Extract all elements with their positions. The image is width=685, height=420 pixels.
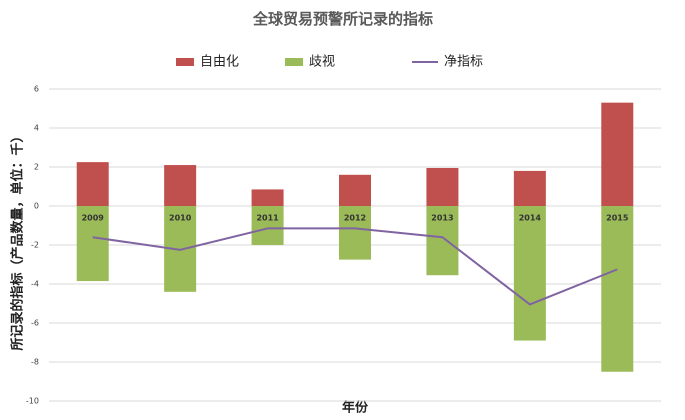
x-tick-label: 2012 [344, 214, 366, 223]
legend-label: 歧视 [309, 55, 335, 70]
y-tick-label: 2 [34, 163, 39, 172]
bar [339, 206, 371, 260]
legend-swatch [285, 58, 303, 66]
x-tick-label: 2010 [169, 214, 192, 223]
x-tick-label: 2013 [431, 214, 453, 223]
x-axis-title: 年份 [342, 400, 369, 416]
y-tick-label: -2 [31, 241, 39, 250]
bar [76, 206, 109, 282]
legend-label: 自由化 [200, 55, 239, 70]
y-axis-title: 所记录的指标（产品数量，单位：千） [10, 129, 26, 350]
y-tick-label: -8 [31, 358, 39, 367]
y-tick-label: 4 [34, 124, 39, 133]
x-tick-label: 2011 [256, 214, 279, 223]
bar [251, 206, 284, 245]
y-tick-label: 0 [34, 202, 39, 211]
bar [513, 170, 546, 206]
y-tick-label: 6 [34, 85, 39, 94]
x-tick-label: 2014 [519, 214, 542, 223]
line [92, 227, 618, 306]
y-tick-label: -4 [31, 280, 39, 289]
bar [601, 206, 634, 372]
bar [251, 189, 284, 206]
x-tick-label: 2009 [82, 214, 105, 223]
chart-title: 全球贸易预警所记录的指标 [252, 10, 433, 28]
bar [339, 174, 371, 206]
bar [76, 162, 109, 206]
legend-label: 净指标 [444, 55, 483, 70]
bar [426, 206, 459, 276]
bar [426, 167, 459, 206]
bar [513, 206, 546, 341]
bar [601, 102, 634, 206]
bar [164, 165, 197, 206]
x-tick-label: 2015 [606, 214, 629, 223]
y-tick-label: -6 [31, 319, 39, 328]
legend-swatch [176, 58, 194, 66]
y-tick-label: -10 [26, 397, 39, 406]
